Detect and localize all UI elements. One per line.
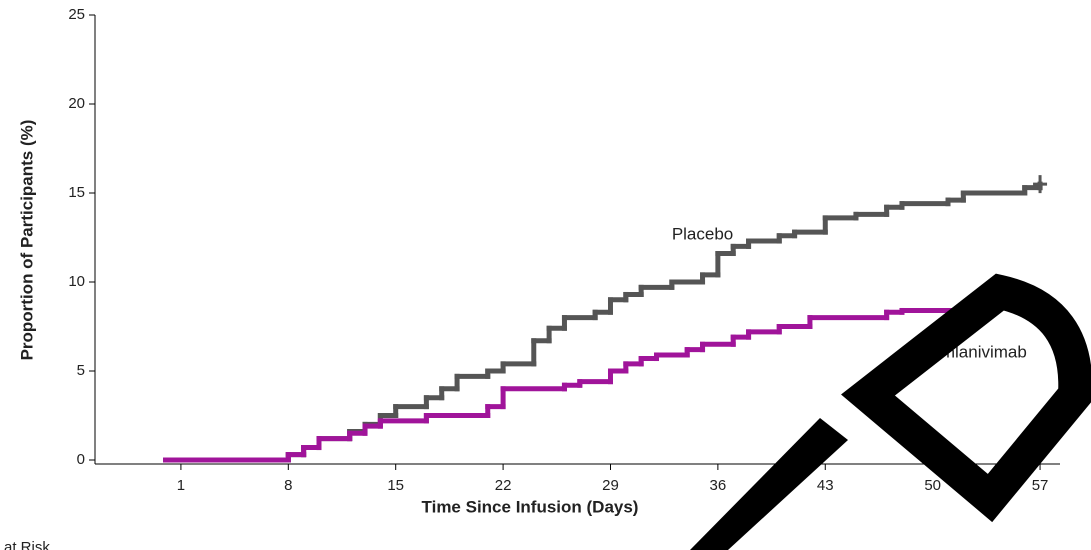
x-axis-label: Time Since Infusion (Days) — [422, 497, 639, 516]
y-tick-label: 25 — [68, 6, 85, 23]
risk-table-label: at Risk — [4, 539, 50, 550]
y-tick-label: 15 — [68, 184, 85, 201]
occluder — [690, 273, 1091, 550]
x-tick-label: 29 — [602, 477, 619, 494]
x-tick-label: 50 — [924, 477, 941, 494]
series-label: Placebo — [672, 224, 733, 243]
occluder-d — [841, 273, 1091, 523]
x-tick-label: 15 — [387, 477, 404, 494]
y-tick-label: 5 — [77, 362, 85, 379]
series-1 — [163, 296, 1048, 463]
y-axis-label: Proportion of Participants (%) — [17, 120, 36, 361]
x-tick-label: 43 — [817, 477, 834, 494]
x-tick-label: 57 — [1032, 477, 1049, 494]
censor-mark — [1033, 175, 1048, 194]
x-tick-label: 1 — [177, 477, 185, 494]
y-tick-label: 20 — [68, 95, 85, 112]
y-tick-label: 10 — [68, 273, 85, 290]
x-tick-label: 8 — [284, 477, 292, 494]
occluder-slash — [690, 418, 848, 550]
x-tick-label: 22 — [495, 477, 512, 494]
x-tick-label: 36 — [710, 477, 727, 494]
y-tick-label: 0 — [77, 451, 85, 468]
